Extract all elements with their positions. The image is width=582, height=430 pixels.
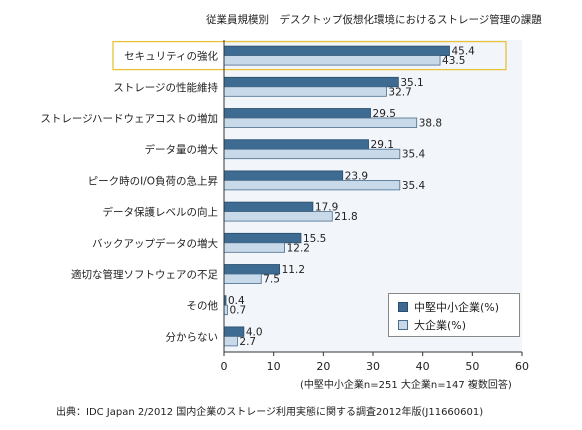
category-label: ストレージハードウェアコストの増加 xyxy=(40,112,218,125)
x-tick-label: 20 xyxy=(316,360,330,373)
value-label-large: 7.5 xyxy=(263,274,280,286)
value-label-sme: 23.9 xyxy=(345,170,368,182)
bar-sme xyxy=(223,201,314,213)
bar-large xyxy=(223,242,285,253)
bar-sme xyxy=(223,170,344,181)
category-label: データ量の増大 xyxy=(145,143,219,156)
bar-large xyxy=(223,335,238,347)
category-label: ピーク時のI/O負荷の急上昇 xyxy=(88,174,219,187)
value-label-large: 35.4 xyxy=(402,180,426,192)
value-label-large: 38.8 xyxy=(419,118,442,130)
legend-label-sme: 中堅中小企業(%) xyxy=(414,301,500,314)
bar-large xyxy=(223,117,418,128)
x-tick-label: 50 xyxy=(465,360,479,373)
highlight-box xyxy=(112,40,507,71)
x-tick-label: 30 xyxy=(366,360,380,373)
bar-large xyxy=(223,273,262,284)
value-label-sme: 29.1 xyxy=(371,139,394,151)
bar-large xyxy=(223,55,441,66)
bar-sme xyxy=(223,108,371,119)
legend-item-sme: 中堅中小企業(%) xyxy=(398,300,499,314)
category-label: その他 xyxy=(187,299,219,312)
category-label: ストレージの性能維持 xyxy=(113,81,218,94)
legend: 中堅中小企業(%) 大企業(%) xyxy=(388,293,520,337)
legend-label-large: 大企業(%) xyxy=(414,319,467,332)
value-label-sme: 29.5 xyxy=(373,108,396,120)
x-tick-label: 40 xyxy=(416,360,430,373)
value-label-sme: 4.0 xyxy=(246,326,263,338)
value-label-large: 2.7 xyxy=(239,336,256,348)
bar-sme xyxy=(223,139,369,150)
legend-item-large: 大企業(%) xyxy=(398,318,466,332)
value-label-sme: 15.5 xyxy=(303,233,326,245)
value-label-large: 32.7 xyxy=(388,86,411,98)
bar-large xyxy=(223,86,387,97)
bar-sme xyxy=(223,45,450,56)
bar-large xyxy=(223,304,228,316)
value-label-large: 43.5 xyxy=(442,55,465,67)
legend-swatch-large xyxy=(398,320,408,330)
legend-swatch-sme xyxy=(398,302,408,312)
value-label-sme: 35.1 xyxy=(400,77,423,89)
value-label-sme: 45.4 xyxy=(451,46,475,58)
x-tick-label: 60 xyxy=(515,360,529,373)
bar-large xyxy=(223,148,401,160)
category-label: セキュリティの強化 xyxy=(124,50,218,63)
x-tick-label: 0 xyxy=(221,360,228,373)
category-label: 分からない xyxy=(166,331,219,343)
value-label-large: 21.8 xyxy=(334,211,357,223)
value-label-sme: 11.2 xyxy=(282,264,305,276)
sample-note: (中堅中小企業n=251 大企業n=147 複数回答) xyxy=(300,380,512,391)
bar-sme xyxy=(223,76,399,88)
value-label-large: 0.7 xyxy=(229,305,246,317)
category-label: バックアップデータの増大 xyxy=(92,237,218,250)
value-label-sme: 17.9 xyxy=(315,202,338,214)
chart-title: 従業員規模別 デスクトップ仮想化環境におけるストレージ管理の課題 xyxy=(206,14,542,26)
category-label: 適切な管理ソフトウェアの不足 xyxy=(71,268,218,281)
x-tick-label: 10 xyxy=(267,360,281,373)
value-label-large: 35.4 xyxy=(402,149,426,161)
bar-large xyxy=(223,211,333,222)
value-label-sme: 0.4 xyxy=(228,295,245,307)
bar-large xyxy=(223,179,401,191)
value-label-large: 12.2 xyxy=(287,242,310,254)
source-citation: 出典：IDC Japan 2/2012 国内企業のストレージ利用実態に関する調査… xyxy=(56,407,484,418)
category-label: データ保護レベルの向上 xyxy=(103,206,219,219)
